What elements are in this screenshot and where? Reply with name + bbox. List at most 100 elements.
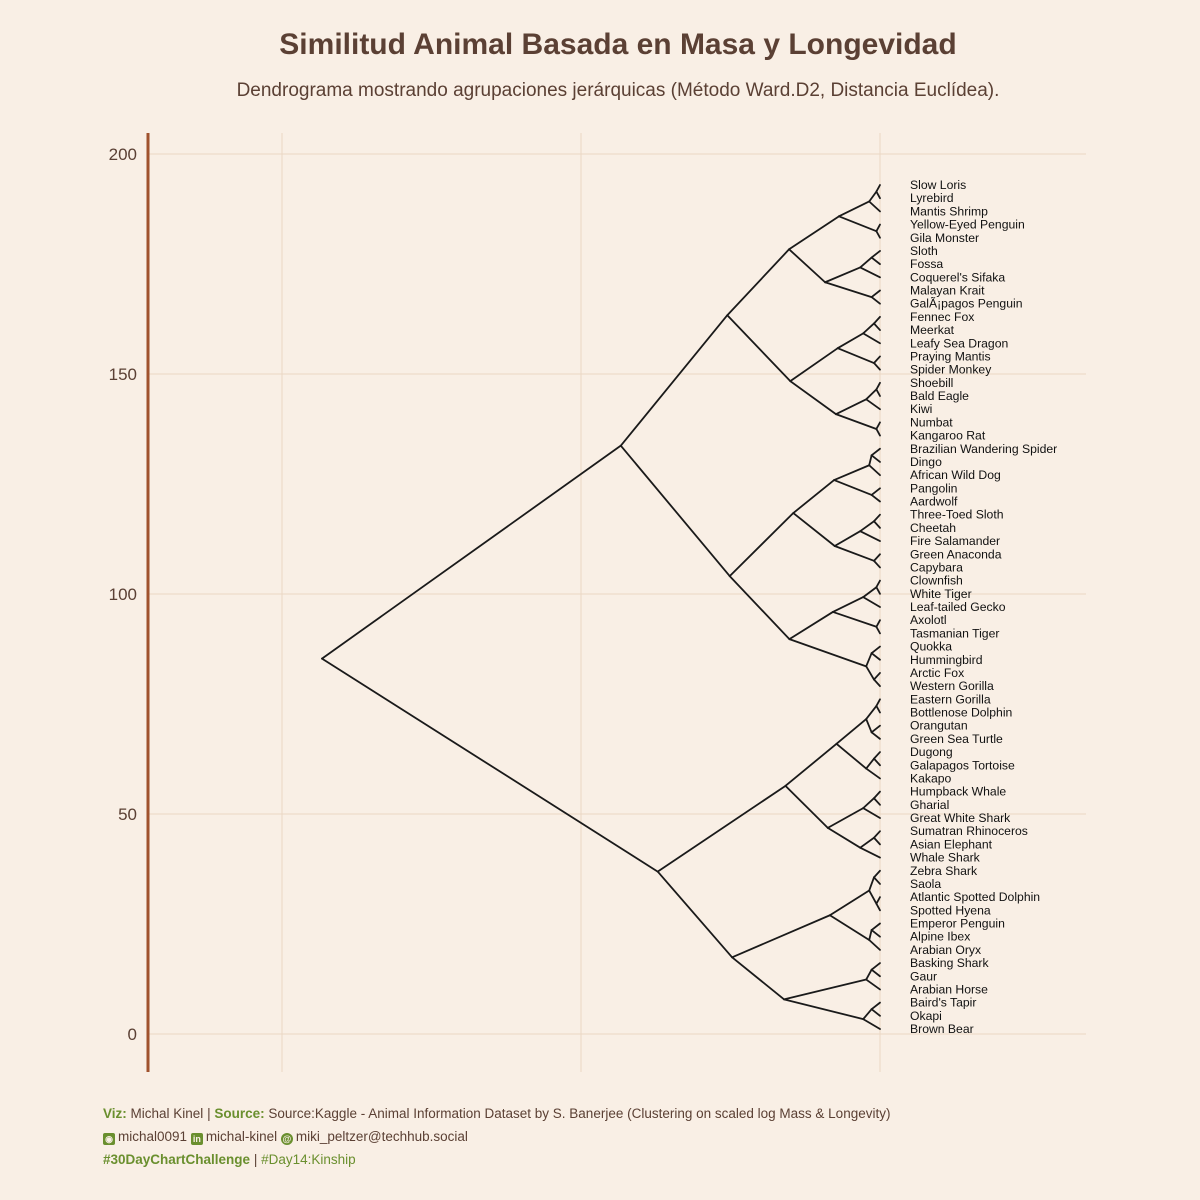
leaf-label: Tasmanian Tiger [910, 626, 999, 640]
dendrogram-branch [870, 1001, 881, 1011]
dendrogram-branch [868, 889, 878, 905]
leaf-label: Kiwi [910, 402, 932, 416]
leaf-label: Arabian Horse [910, 982, 988, 996]
chart-title: Similitud Animal Basada en Masa y Longev… [279, 28, 957, 61]
dendrogram-branch [726, 248, 790, 317]
dendrogram-branch [870, 447, 881, 457]
dendrogram-branch [875, 698, 881, 707]
dendrogram-branch [873, 355, 881, 364]
dendrogram-branch [875, 421, 881, 430]
dendrogram-branch [619, 444, 731, 577]
dendrogram-branch [873, 830, 881, 839]
leaf-label: Sloth [910, 244, 938, 258]
dendrogram-branch [873, 520, 881, 529]
leaf-label: Numbat [910, 415, 953, 429]
dendrogram-branch [873, 322, 881, 331]
leaf-label: White Tiger [910, 587, 972, 601]
caption-line-1: Viz: Michal Kinel | Source: Source:Kaggl… [103, 1106, 890, 1121]
dendrogram-branch [783, 998, 865, 1021]
source-label: Source: [214, 1106, 265, 1121]
leaf-label: Brazilian Wandering Spider [910, 442, 1057, 456]
dendrogram-branch [873, 751, 881, 760]
leaf-label: Green Anaconda [910, 547, 1002, 561]
dendrogram-branch [868, 200, 881, 213]
dendrogram-branch [875, 184, 881, 193]
leaf-label: Atlantic Spotted Dolphin [910, 890, 1040, 904]
leaf-label: Yellow-Eyed Penguin [910, 218, 1025, 232]
dendrogram-branch [865, 767, 881, 780]
mastodon-handle[interactable]: miki_peltzer@techhub.social [295, 1129, 468, 1144]
dendrogram-branch [875, 223, 881, 233]
dendrogram-branch [833, 545, 875, 562]
leaf-label: Pangolin [910, 481, 957, 495]
hashtag-day[interactable]: #Day14:Kinship [261, 1152, 356, 1167]
github-icon: ◉ [103, 1133, 115, 1145]
leaf-label: Three-Toed Sloth [910, 508, 1004, 522]
linkedin-icon: in [190, 1133, 203, 1145]
dendrogram-branch [862, 797, 875, 810]
dendrogram-branch [873, 836, 881, 846]
dendrogram-branch [865, 398, 881, 411]
dendrogram-branch [835, 742, 868, 770]
dendrogram-branch [835, 413, 878, 430]
dendrogram-branch [870, 250, 881, 259]
leaf-label: Fire Salamander [910, 534, 1000, 548]
dendrogram-branch [838, 215, 878, 233]
viz-label: Viz: [103, 1106, 127, 1121]
leaf-label: Eastern Gorilla [910, 692, 991, 706]
dendrogram-branch [875, 625, 881, 635]
dendrogram-branch [873, 678, 881, 688]
dendrogram-branch [875, 381, 881, 391]
leaf-label: Gharial [910, 798, 949, 812]
dendrogram-branch [870, 731, 881, 740]
leaf-label: Great White Shark [910, 811, 1011, 825]
leaf-label: Shoebill [910, 376, 953, 390]
dendrogram-branch [836, 332, 865, 350]
dendrogram-branch [865, 388, 878, 401]
dendrogram-branch [835, 398, 868, 416]
dendrogram-branch [788, 215, 840, 251]
dendrogram-branch [870, 289, 881, 298]
dendrogram-branch [835, 718, 868, 745]
dendrogram-branch [870, 929, 881, 938]
leaf-label: Western Gorilla [910, 679, 994, 693]
dendrogram-branch [829, 889, 871, 917]
dendrogram-branch [788, 611, 834, 641]
linkedin-handle[interactable]: michal-kinel [205, 1129, 278, 1144]
dendrogram-branch [875, 896, 881, 905]
leaf-label: Slow Loris [910, 178, 966, 192]
dendrogram-branch [875, 705, 881, 714]
leaf-label: Leaf-tailed Gecko [910, 600, 1006, 614]
dendrogram-branch [865, 652, 873, 668]
leaf-label: Capybara [910, 560, 963, 574]
leaf-label: Gila Monster [910, 231, 979, 245]
dendrogram-branch [862, 332, 881, 345]
y-tick-label: 150 [109, 365, 137, 384]
dendrogram-branch [875, 388, 881, 397]
hashtag-challenge[interactable]: #30DayChartChallenge [103, 1152, 251, 1167]
dendrogram-branch [788, 638, 868, 668]
dendrogram-branch [870, 652, 881, 661]
leaf-label: Meerkat [910, 323, 955, 337]
github-handle[interactable]: michal0091 [118, 1129, 188, 1144]
dendrogram-branch [833, 479, 873, 496]
leaf-label: Basking Shark [910, 956, 989, 970]
dendrogram-branch [873, 797, 881, 806]
leaf-label: African Wild Dog [910, 468, 1001, 482]
dendrogram-branch [788, 248, 826, 284]
dendrogram-branch [870, 256, 881, 266]
dendrogram-branch [826, 826, 862, 849]
leaf-label: Galapagos Tortoise [910, 758, 1015, 772]
leaf-label: Humpback Whale [910, 785, 1006, 799]
dendrogram-branch [783, 978, 868, 1001]
dendrogram-branch [826, 807, 865, 829]
leaf-label: Coquerel's Sifaka [910, 270, 1005, 284]
chart-subtitle: Dendrograma mostrando agrupaciones jerár… [236, 80, 1000, 101]
caption-separator: | [207, 1106, 211, 1121]
dendrogram-branch [868, 929, 873, 941]
leaf-label: Spotted Hyena [910, 903, 991, 917]
leaf-label: Axolotl [910, 613, 947, 627]
y-tick-label: 100 [109, 585, 137, 604]
dendrogram-branch [870, 922, 881, 931]
dendrogram-branch [873, 553, 881, 562]
